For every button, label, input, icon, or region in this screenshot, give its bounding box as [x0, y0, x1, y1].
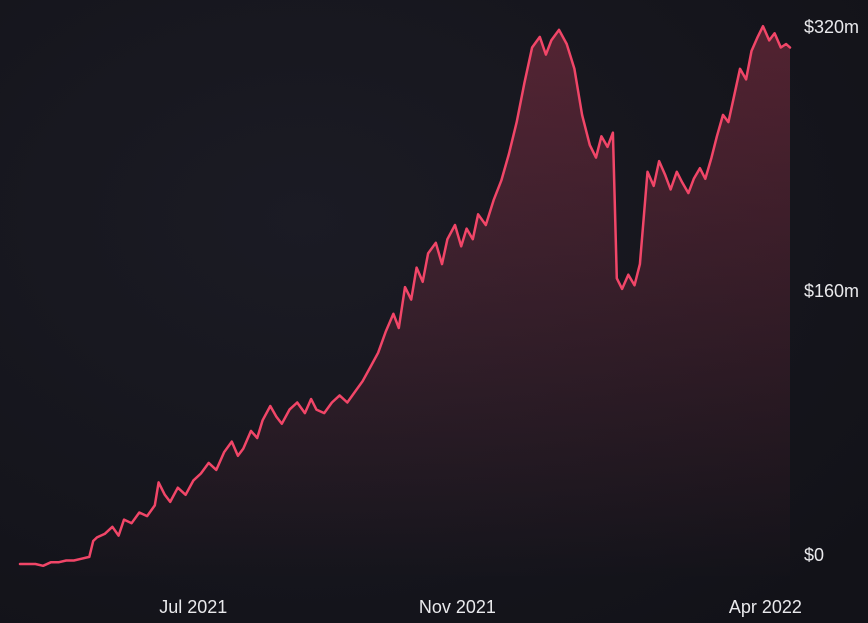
x-tick-label: Jul 2021: [159, 597, 227, 617]
y-tick-label: $160m: [804, 281, 859, 301]
chart-svg: $0 $160m $320m Jul 2021 Nov 2021 Apr 2022: [0, 0, 868, 623]
y-tick-label: $320m: [804, 17, 859, 37]
x-tick-label: Nov 2021: [419, 597, 496, 617]
y-tick-label: $0: [804, 545, 824, 565]
x-tick-label: Apr 2022: [729, 597, 802, 617]
value-over-time-chart: $0 $160m $320m Jul 2021 Nov 2021 Apr 2022: [0, 0, 868, 623]
